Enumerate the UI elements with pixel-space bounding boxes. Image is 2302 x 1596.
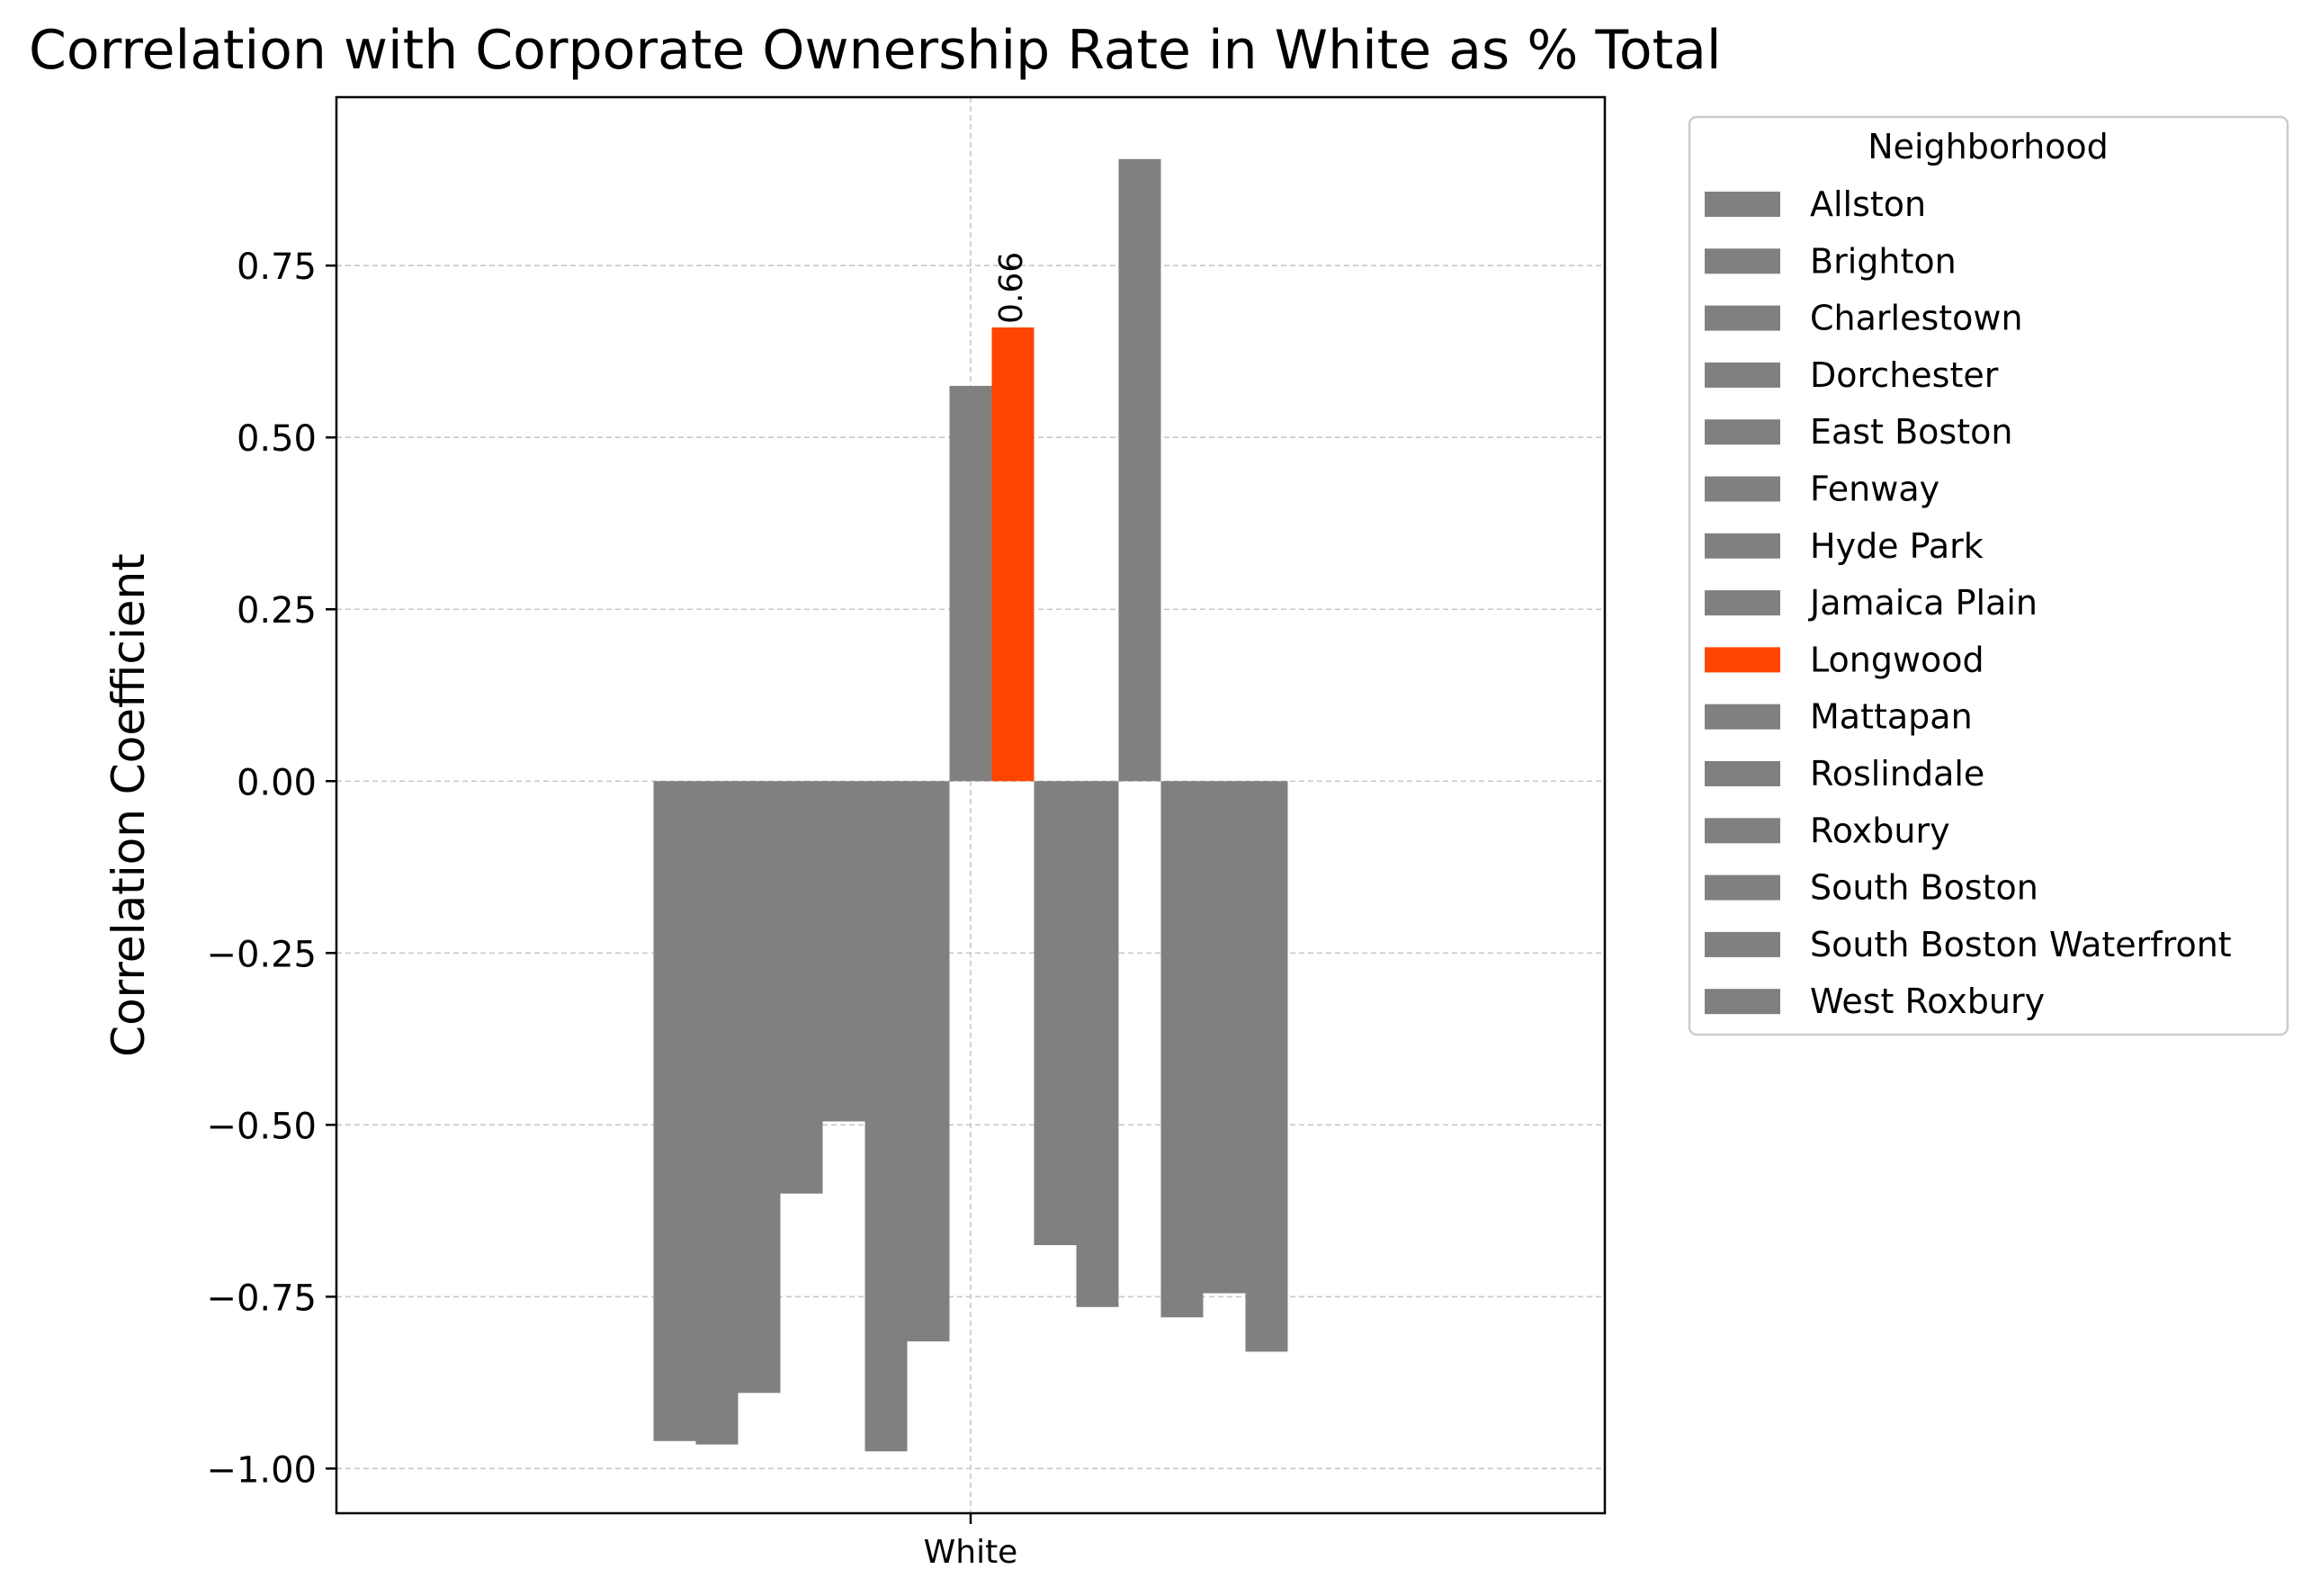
legend-swatch bbox=[1705, 989, 1780, 1015]
bar-labels: 0.66 bbox=[993, 252, 1030, 324]
bar-hyde-park bbox=[907, 781, 950, 1341]
legend-swatch bbox=[1705, 818, 1780, 844]
y-tick-label: −0.75 bbox=[206, 1278, 317, 1319]
legend-label: Fenway bbox=[1810, 470, 1939, 509]
bar-longwood bbox=[991, 327, 1035, 782]
chart-title: Correlation with Corporate Ownership Rat… bbox=[29, 19, 1722, 82]
bar-allston bbox=[653, 781, 696, 1441]
bar-west-roxbury bbox=[1245, 781, 1288, 1352]
legend-swatch bbox=[1705, 647, 1780, 673]
y-tick-label: 0.50 bbox=[237, 418, 317, 460]
bar-south-boston-waterfront bbox=[1203, 781, 1246, 1294]
y-tick-label: −1.00 bbox=[206, 1449, 317, 1491]
y-tick-label: 0.00 bbox=[237, 762, 317, 803]
legend-swatch bbox=[1705, 305, 1780, 331]
legend-items: Allston Brighton Charlestown Dorchester East… bbox=[1705, 184, 2232, 1021]
legend-label: South Boston Waterfront bbox=[1810, 925, 2232, 964]
plot-frame bbox=[335, 95, 1607, 1515]
y-tick-label: 0.25 bbox=[237, 590, 317, 632]
bar-dorchester bbox=[780, 781, 823, 1194]
legend-swatch bbox=[1705, 704, 1780, 730]
grid-lines bbox=[336, 97, 1605, 1513]
x-axis-ticks: White bbox=[924, 1513, 1018, 1571]
legend-label: Mattapan bbox=[1810, 697, 1973, 737]
bar-roxbury bbox=[1118, 158, 1161, 782]
legend: Neighborhood Allston Brighton Charlestown D… bbox=[1688, 115, 2289, 1036]
bar-value-label: 0.66 bbox=[993, 252, 1030, 324]
bar-jamaica-plain bbox=[949, 385, 992, 782]
legend-label: Charlestown bbox=[1810, 299, 2023, 338]
bar-south-boston bbox=[1160, 781, 1204, 1318]
bar-fenway bbox=[864, 781, 908, 1452]
legend-swatch bbox=[1705, 590, 1780, 616]
legend-swatch bbox=[1705, 192, 1780, 217]
legend-label: Dorchester bbox=[1810, 355, 1999, 395]
x-tick-label: White bbox=[924, 1534, 1018, 1571]
legend-label: Roslindale bbox=[1810, 754, 1984, 794]
legend-swatch bbox=[1705, 761, 1780, 786]
legend-swatch bbox=[1705, 248, 1780, 274]
bar-charlestown bbox=[738, 781, 781, 1394]
legend-label: Hyde Park bbox=[1810, 526, 1984, 566]
legend-swatch bbox=[1705, 476, 1780, 502]
y-tick-label: −0.50 bbox=[206, 1106, 317, 1147]
bar-east-boston bbox=[822, 781, 865, 1122]
y-axis-label: Correlation Coefficient bbox=[103, 553, 155, 1057]
y-tick-label: 0.75 bbox=[237, 247, 317, 288]
bar-brighton bbox=[695, 781, 739, 1445]
legend-swatch bbox=[1705, 874, 1780, 901]
bars bbox=[653, 158, 1288, 1452]
y-tick-label: −0.25 bbox=[206, 934, 317, 975]
legend-label: West Roxbury bbox=[1810, 982, 2045, 1021]
legend-title: Neighborhood bbox=[1868, 127, 2109, 166]
legend-swatch bbox=[1705, 533, 1780, 559]
legend-label: Longwood bbox=[1810, 640, 1984, 679]
y-axis-ticks: −1.00 −0.75 −0.50 −0.25 0.00 0.25 0.50 0.75 bbox=[206, 247, 336, 1491]
bar-roslindale bbox=[1076, 781, 1119, 1307]
legend-frame bbox=[1688, 115, 2289, 1036]
legend-label: Roxbury bbox=[1810, 811, 1950, 850]
legend-label: Brighton bbox=[1810, 241, 1957, 281]
legend-swatch bbox=[1705, 419, 1780, 445]
legend-swatch bbox=[1705, 362, 1780, 388]
legend-label: Jamaica Plain bbox=[1808, 583, 2038, 623]
legend-swatch bbox=[1705, 931, 1780, 957]
legend-label: South Boston bbox=[1810, 868, 2038, 908]
legend-label: East Boston bbox=[1810, 412, 2012, 452]
bar-mattapan bbox=[1034, 781, 1077, 1246]
legend-label: Allston bbox=[1810, 184, 1926, 224]
